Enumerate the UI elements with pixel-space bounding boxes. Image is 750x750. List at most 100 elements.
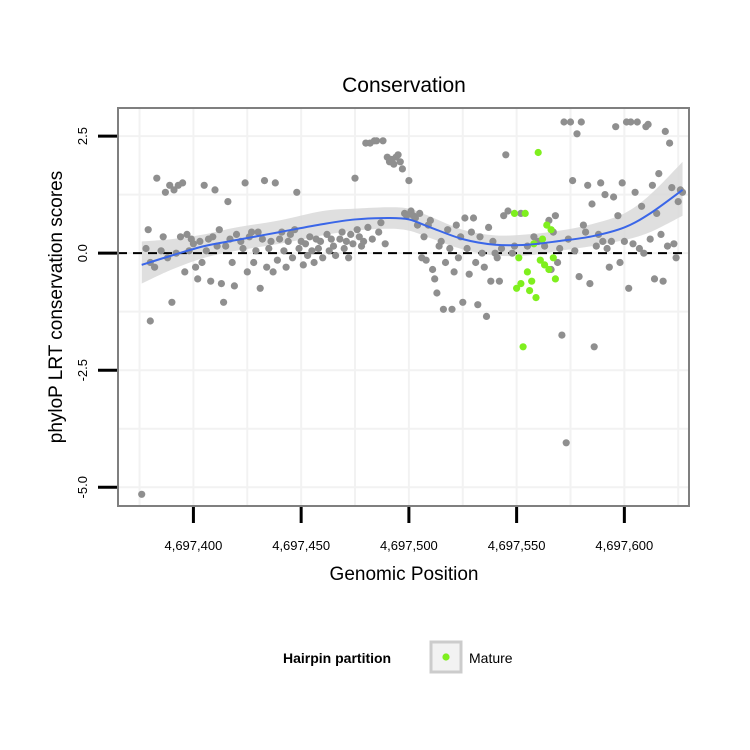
other-point (250, 258, 258, 267)
y-tick-label: 0.0 (75, 244, 90, 262)
other-point (672, 254, 680, 262)
other-point (480, 263, 488, 271)
other-point (286, 230, 294, 238)
other-point (263, 263, 271, 271)
other-point (159, 233, 167, 241)
other-point (375, 228, 383, 236)
other-point (631, 188, 639, 196)
y-tick-label: -5.0 (75, 476, 90, 498)
data-points (138, 118, 687, 498)
other-point (465, 270, 473, 278)
other-point (633, 118, 641, 126)
x-axis-label: Genomic Position (330, 564, 479, 585)
other-point (644, 120, 652, 128)
mature-point (515, 254, 523, 262)
other-point (314, 244, 322, 253)
mature-point (536, 256, 544, 264)
other-point (351, 174, 359, 182)
other-point (200, 181, 208, 189)
mature-point (549, 254, 557, 262)
other-point (588, 200, 596, 208)
other-point (500, 212, 508, 220)
other-point (454, 254, 462, 262)
other-point (562, 439, 570, 447)
x-tick-label: 4,697,500 (380, 538, 438, 553)
other-point (306, 233, 314, 241)
plot-panel (117, 107, 690, 507)
other-point (441, 258, 450, 267)
other-point (379, 137, 387, 145)
other-point (469, 214, 478, 222)
other-point (248, 228, 256, 236)
other-point (319, 254, 327, 262)
other-point (336, 235, 344, 243)
other-point (661, 127, 669, 135)
other-point (166, 181, 174, 189)
other-point (340, 244, 348, 253)
legend: Hairpin partition Mature (283, 640, 513, 674)
other-point (209, 233, 217, 241)
other-point (338, 228, 346, 236)
other-point (368, 235, 376, 243)
other-point (183, 230, 191, 238)
other-point (659, 277, 667, 285)
other-point (551, 212, 560, 220)
other-point (597, 179, 605, 187)
other-point (444, 226, 452, 234)
other-point (560, 118, 568, 126)
other-point (467, 228, 475, 236)
mature-point (523, 268, 532, 276)
other-point (599, 237, 607, 245)
other-point (254, 228, 262, 236)
other-point (627, 118, 635, 126)
other-point (463, 244, 471, 253)
other-point (228, 258, 236, 267)
other-point (146, 317, 154, 325)
other-point (217, 280, 225, 288)
y-axis-label: phyloP LRT conservation scores (46, 171, 67, 444)
other-point (239, 244, 247, 253)
other-point (429, 265, 437, 274)
other-point (472, 258, 480, 267)
plot-background (118, 108, 689, 506)
other-point (161, 188, 169, 196)
other-point (422, 256, 430, 264)
other-point (355, 233, 363, 241)
other-point (224, 198, 232, 206)
other-point (620, 237, 629, 245)
other-point (332, 251, 340, 260)
other-point (301, 240, 310, 248)
other-point (493, 254, 501, 262)
other-point (601, 191, 609, 199)
other-point (252, 247, 260, 255)
other-point (569, 177, 577, 185)
mature-point (545, 265, 553, 274)
mature-point (543, 221, 551, 229)
other-point (556, 244, 564, 253)
other-point (390, 160, 398, 168)
other-point (450, 268, 458, 276)
x-tick-label: 4,697,400 (164, 538, 222, 553)
other-point (181, 268, 189, 276)
other-point (222, 242, 230, 250)
other-point (577, 118, 585, 126)
other-point (329, 242, 338, 250)
other-point (448, 305, 456, 313)
other-point (170, 186, 178, 194)
other-point (325, 247, 333, 255)
other-point (489, 237, 497, 245)
other-point (638, 202, 646, 210)
mature-point (532, 294, 540, 302)
other-point (293, 188, 301, 196)
other-point (284, 237, 292, 245)
other-point (502, 151, 510, 159)
legend-key-mature (442, 653, 450, 661)
other-point (590, 343, 598, 351)
other-point (420, 233, 428, 241)
other-point (592, 242, 600, 250)
other-point (575, 273, 583, 281)
other-point (612, 123, 620, 131)
other-point (497, 244, 506, 253)
other-point (138, 490, 146, 498)
